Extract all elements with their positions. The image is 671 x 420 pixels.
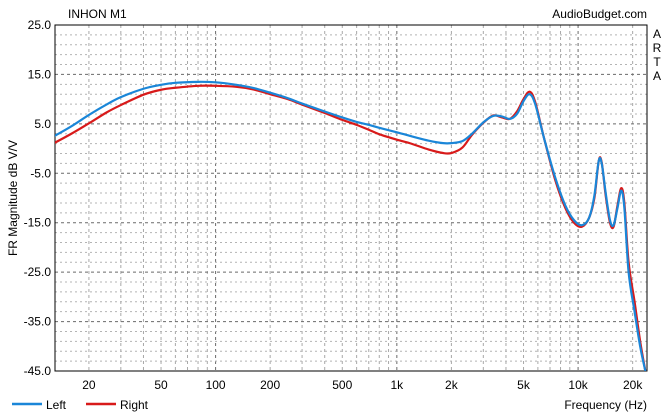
- legend-label-left: Left: [46, 398, 67, 412]
- side-letter: A: [653, 27, 661, 41]
- side-label: A R T A: [653, 27, 662, 83]
- y-tick-label: -45.0: [24, 364, 52, 378]
- plot-frame: [54, 24, 648, 372]
- grid: [55, 25, 647, 371]
- y-tick-label: -25.0: [24, 265, 52, 279]
- y-tick-label: 5.0: [34, 117, 51, 131]
- x-tick-labels: 20 50 100 200 500 1k 2k 5k 10k 20k: [82, 378, 643, 392]
- series-line-left: [55, 80, 647, 371]
- x-axis-label: Frequency (Hz): [564, 398, 647, 412]
- side-letter: T: [653, 55, 661, 69]
- chart-title: INHON M1: [68, 7, 127, 21]
- x-tick-label: 5k: [517, 378, 531, 392]
- y-tick-label: -5.0: [30, 166, 51, 180]
- y-tick-labels: 25.0 15.0 5.0 -5.0 -15.0 -25.0 -35.0 -45.0: [24, 18, 52, 378]
- x-tick-label: 200: [260, 378, 280, 392]
- source-label: AudioBudget.com: [552, 7, 647, 21]
- x-tick-label: 100: [206, 378, 226, 392]
- side-letter: A: [653, 69, 661, 83]
- x-tick-label: 50: [154, 378, 168, 392]
- y-tick-label: 25.0: [28, 18, 52, 32]
- y-tick-label: -15.0: [24, 216, 52, 230]
- x-tick-label: 1k: [390, 378, 404, 392]
- x-tick-label: 20k: [623, 378, 643, 392]
- x-tick-label: 2k: [445, 378, 459, 392]
- y-tick-label: 15.0: [28, 67, 52, 81]
- y-axis-label: FR Magnitude dB V/V: [6, 140, 20, 256]
- legend: Left Right: [12, 398, 149, 412]
- x-tick-label: 10k: [568, 378, 588, 392]
- legend-label-right: Right: [120, 398, 149, 412]
- x-tick-label: 20: [82, 378, 96, 392]
- x-tick-label: 500: [332, 378, 352, 392]
- side-letter: R: [653, 41, 662, 55]
- y-tick-label: -35.0: [24, 315, 52, 329]
- series-lines: [55, 80, 647, 371]
